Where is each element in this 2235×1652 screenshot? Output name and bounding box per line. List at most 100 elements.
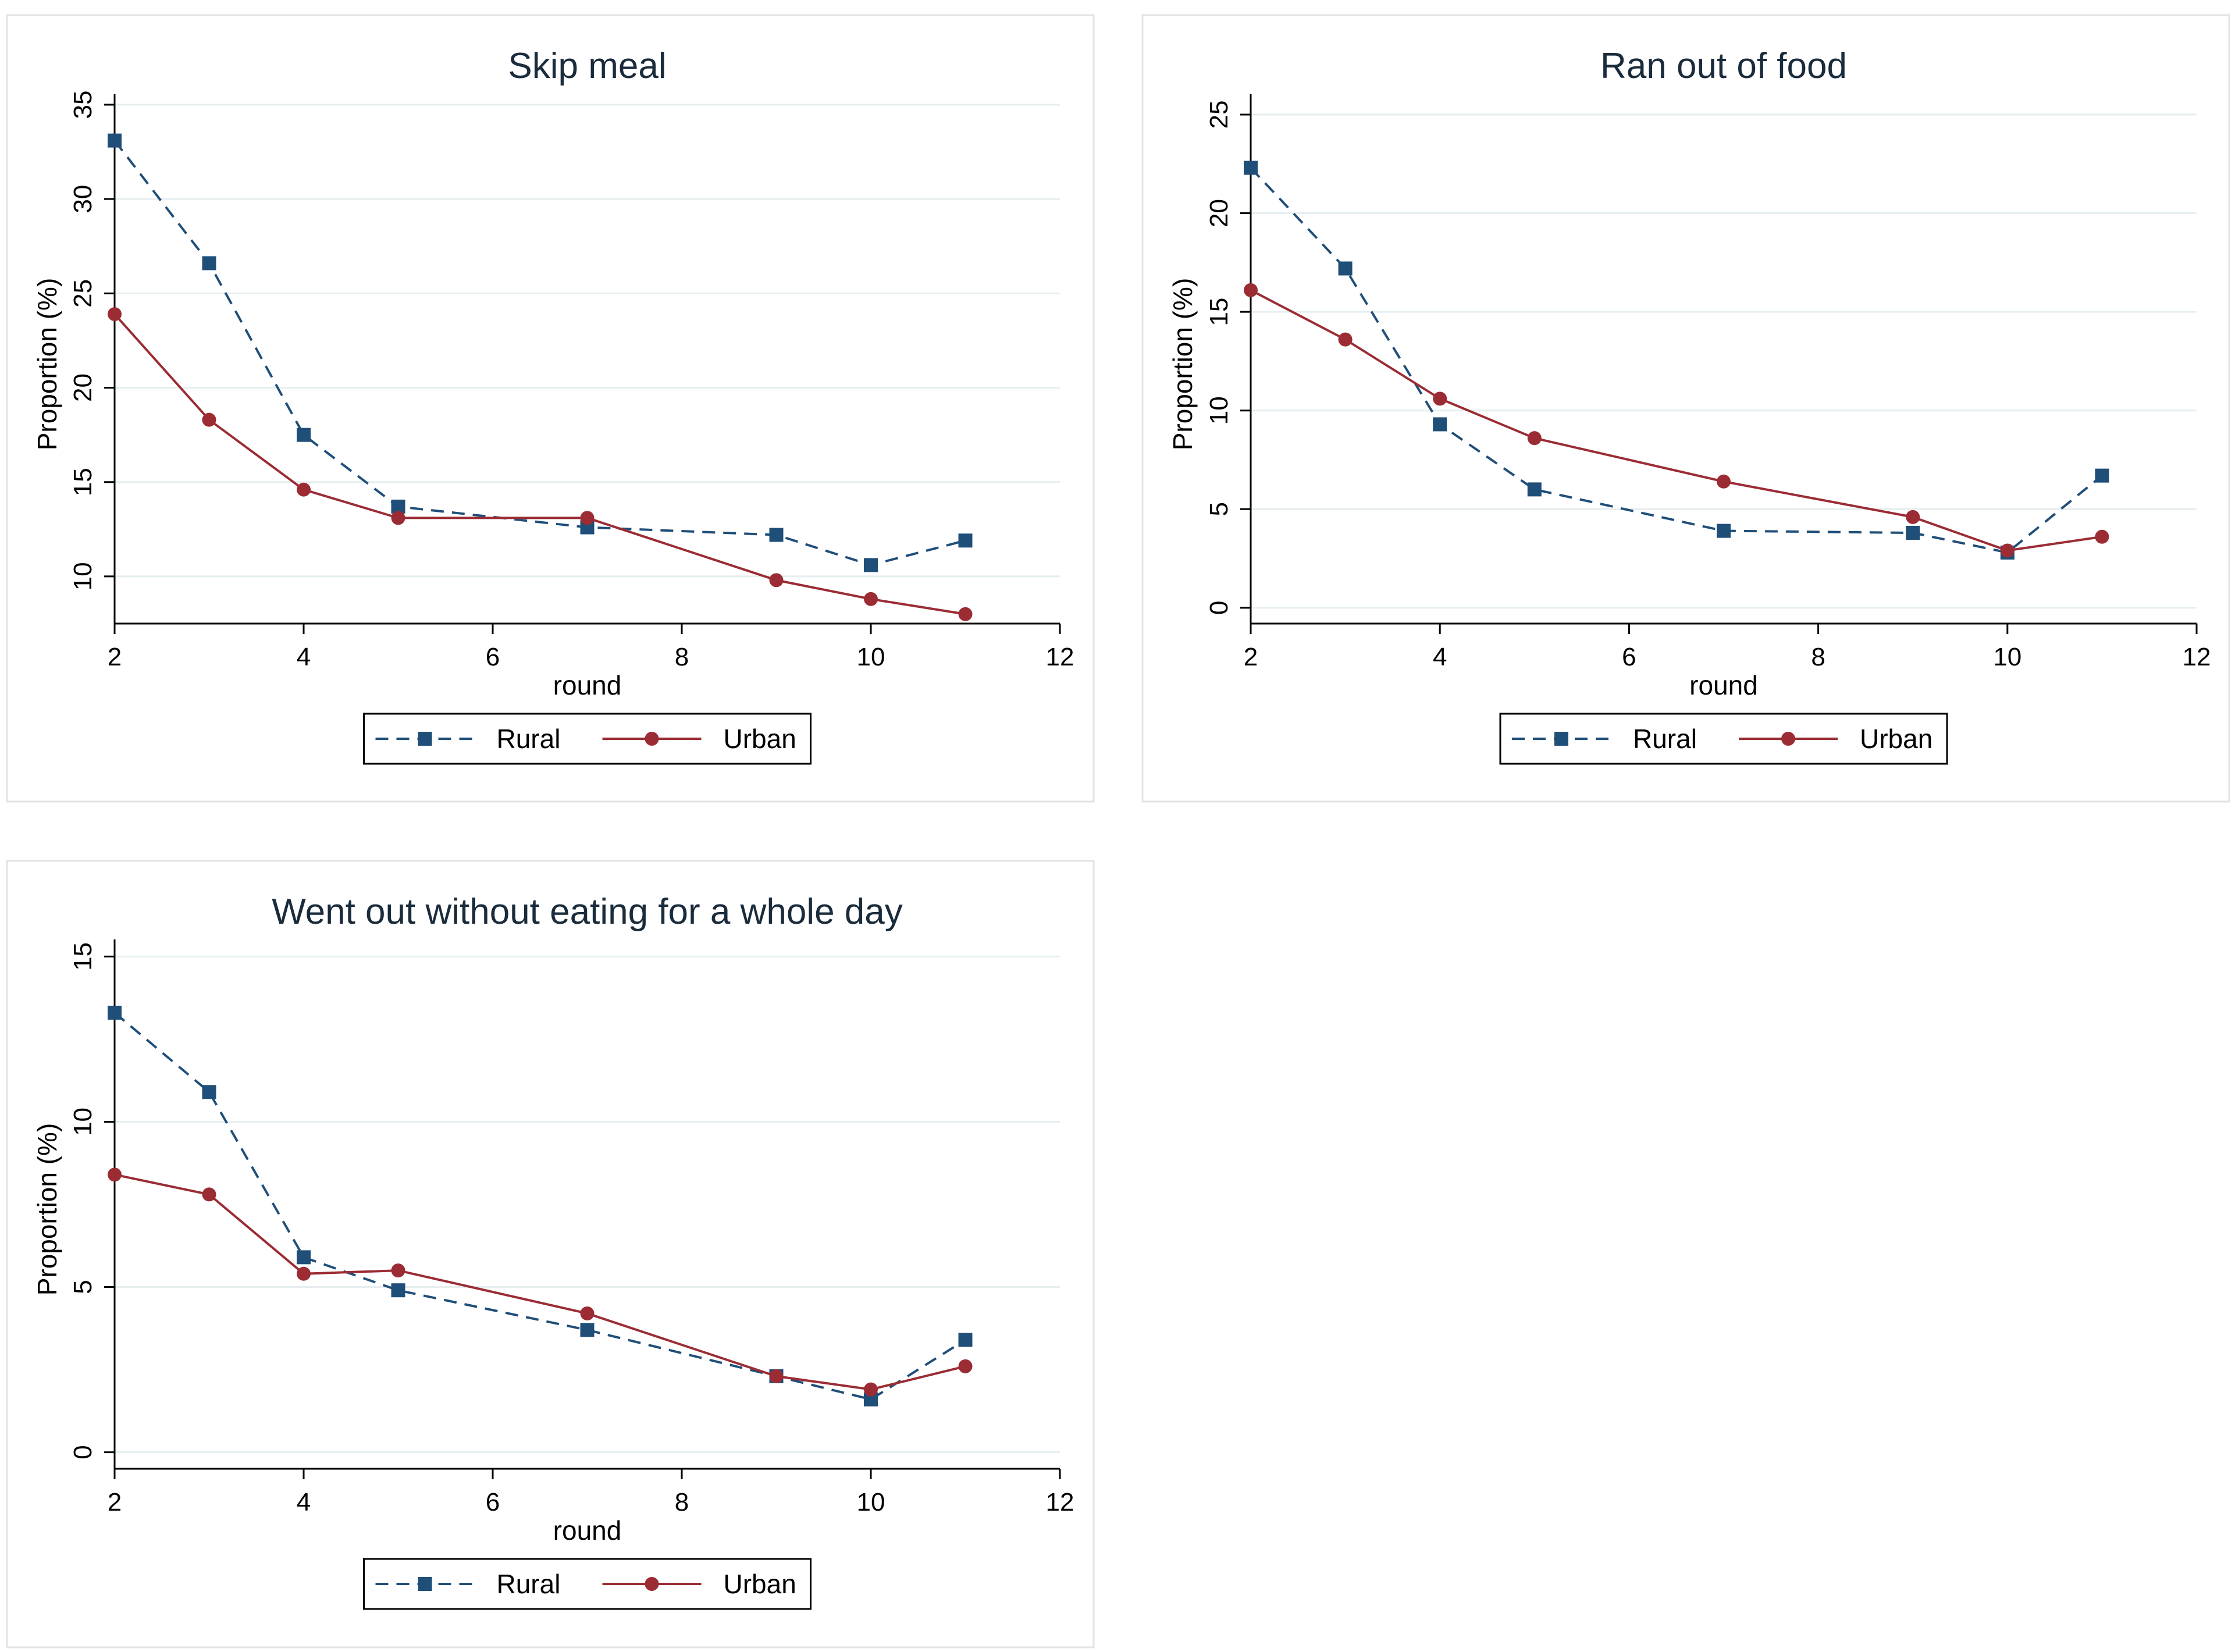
panel-frame <box>1141 14 2230 803</box>
y-tick-label: 10 <box>69 562 97 590</box>
chart-title: Ran out of food <box>1600 46 1847 86</box>
series-urban <box>108 1167 973 1397</box>
series-urban <box>108 307 973 621</box>
data-point-urban <box>769 573 784 588</box>
x-tick-label: 10 <box>1993 643 2022 671</box>
data-point-rural <box>1433 417 1447 432</box>
series-line-rural <box>113 140 966 567</box>
data-point-rural <box>297 428 311 442</box>
data-point-urban <box>2095 529 2109 544</box>
y-tick-label: 0 <box>1205 601 1233 615</box>
y-axis-label: Proportion (%) <box>32 278 62 451</box>
data-point-urban <box>1433 391 1447 406</box>
x-axis-label: round <box>1689 670 1758 700</box>
series-line-urban <box>1250 289 2102 552</box>
y-tick-label: 25 <box>69 279 97 308</box>
x-tick-label: 6 <box>486 643 500 671</box>
data-point-urban <box>580 1306 595 1320</box>
data-point-urban <box>1338 332 1353 347</box>
data-point-urban <box>108 1167 122 1182</box>
data-point-rural <box>580 1323 595 1337</box>
y-tick-label: 10 <box>69 1108 97 1136</box>
data-point-urban <box>580 511 595 525</box>
legend-label-rural: Rural <box>497 1569 561 1599</box>
data-point-rural <box>202 256 216 270</box>
legend-marker-urban <box>645 732 659 746</box>
x-tick-label: 2 <box>108 1488 122 1516</box>
legend-marker-urban <box>645 1577 659 1591</box>
data-point-urban <box>1527 431 1542 446</box>
data-point-rural <box>297 1250 311 1265</box>
data-point-urban <box>391 511 405 525</box>
data-point-rural <box>1906 525 1920 540</box>
x-tick-label: 12 <box>1046 643 1074 671</box>
data-point-urban <box>297 1266 311 1281</box>
x-tick-label: 6 <box>486 1488 500 1516</box>
data-point-urban <box>1244 283 1258 297</box>
y-tick-label: 30 <box>69 185 97 213</box>
x-tick-label: 10 <box>857 643 885 671</box>
legend-marker-rural <box>1554 732 1568 746</box>
series-rural <box>108 133 973 572</box>
x-tick-label: 4 <box>1433 643 1447 671</box>
legend-marker-rural <box>418 732 432 746</box>
y-tick-label: 5 <box>69 1280 97 1294</box>
data-point-rural <box>769 528 784 542</box>
data-point-rural <box>202 1085 216 1099</box>
series-line-rural <box>113 1012 966 1401</box>
chart-panel-ran-out-of-food: Ran out of food 0 5 10 15 20 25 2 4 6 8 10 12 round Pr… <box>1141 14 2230 803</box>
y-tick-label: 15 <box>69 468 97 496</box>
data-point-urban <box>864 1382 878 1397</box>
data-point-rural <box>108 1005 122 1020</box>
legend-label-urban: Urban <box>1860 724 1933 754</box>
legend-marker-urban <box>1781 732 1795 746</box>
series-line-rural <box>1250 167 2103 554</box>
legend-marker-rural <box>418 1577 432 1591</box>
data-point-rural <box>391 1283 405 1298</box>
data-point-urban <box>202 1187 216 1202</box>
y-tick-label: 25 <box>1205 100 1233 129</box>
legend-label-rural: Rural <box>497 724 561 754</box>
legend-label-rural: Rural <box>1633 724 1697 754</box>
y-tick-label: 0 <box>69 1445 97 1459</box>
x-tick-label: 4 <box>297 1488 311 1516</box>
data-point-urban <box>1906 510 1920 524</box>
data-point-urban <box>958 607 973 621</box>
data-point-urban <box>108 307 122 322</box>
x-axis-label: round <box>553 1515 622 1546</box>
y-tick-label: 15 <box>1205 298 1233 326</box>
data-point-urban <box>391 1263 405 1278</box>
chart-title: Skip meal <box>508 46 666 86</box>
data-point-rural <box>958 533 973 548</box>
series-line-urban <box>113 313 966 615</box>
data-point-rural <box>2095 468 2109 483</box>
data-point-rural <box>1244 161 1258 175</box>
data-point-rural <box>108 133 122 148</box>
y-tick-label: 15 <box>69 942 97 971</box>
y-tick-label: 10 <box>1205 396 1233 425</box>
chart-panel-went-out-without-eating-for-a-whole-day: Went out without eating for a whole day 0… <box>6 860 1095 1649</box>
legend: Rural Urban <box>363 713 812 765</box>
y-tick-label: 20 <box>69 373 97 402</box>
series-line-urban <box>114 1173 966 1391</box>
x-axis-label: round <box>553 670 622 700</box>
data-point-rural <box>1717 524 1731 538</box>
legend-label-urban: Urban <box>724 724 796 754</box>
x-tick-label: 8 <box>675 1488 689 1516</box>
x-tick-label: 8 <box>675 643 689 671</box>
data-point-urban <box>1717 474 1731 489</box>
series-urban <box>1244 283 2109 558</box>
data-point-urban <box>769 1369 784 1383</box>
legend: Rural Urban <box>363 1558 812 1610</box>
data-point-rural <box>864 558 878 572</box>
data-point-urban <box>958 1359 973 1373</box>
x-tick-label: 12 <box>2183 643 2211 671</box>
x-tick-label: 2 <box>1244 643 1258 671</box>
panel-frame <box>6 860 1095 1649</box>
data-point-urban <box>864 592 878 606</box>
panel-frame <box>6 14 1095 803</box>
y-axis-label: Proportion (%) <box>32 1123 62 1296</box>
x-tick-label: 4 <box>297 643 311 671</box>
y-tick-label: 35 <box>69 91 97 119</box>
data-point-rural <box>958 1333 973 1347</box>
